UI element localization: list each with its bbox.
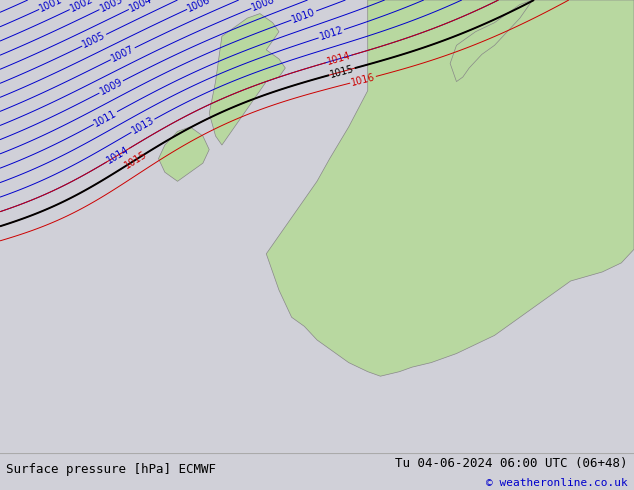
Text: 1001: 1001 — [38, 0, 65, 14]
Text: 1015: 1015 — [122, 149, 148, 171]
Text: 1008: 1008 — [250, 0, 277, 13]
Text: 1013: 1013 — [130, 115, 156, 136]
Polygon shape — [209, 14, 285, 145]
Text: © weatheronline.co.uk: © weatheronline.co.uk — [486, 478, 628, 489]
Text: 1014: 1014 — [105, 145, 131, 166]
Text: 1010: 1010 — [290, 7, 317, 24]
Text: 1006: 1006 — [186, 0, 212, 13]
Text: Tu 04-06-2024 06:00 UTC (06+48): Tu 04-06-2024 06:00 UTC (06+48) — [395, 457, 628, 470]
Text: Surface pressure [hPa] ECMWF: Surface pressure [hPa] ECMWF — [6, 463, 216, 476]
Polygon shape — [450, 0, 533, 82]
Text: 1011: 1011 — [93, 108, 119, 128]
Text: 1009: 1009 — [98, 77, 124, 97]
Text: 1005: 1005 — [81, 30, 107, 50]
Polygon shape — [158, 127, 209, 181]
Text: 1012: 1012 — [318, 25, 344, 42]
Text: 1014: 1014 — [325, 50, 352, 67]
Text: 1003: 1003 — [98, 0, 124, 14]
Text: 1015: 1015 — [328, 64, 355, 80]
Polygon shape — [266, 0, 634, 376]
Text: 1007: 1007 — [110, 44, 136, 64]
Text: 1004: 1004 — [127, 0, 154, 13]
Text: 1016: 1016 — [350, 72, 376, 88]
Text: 1002: 1002 — [68, 0, 95, 14]
